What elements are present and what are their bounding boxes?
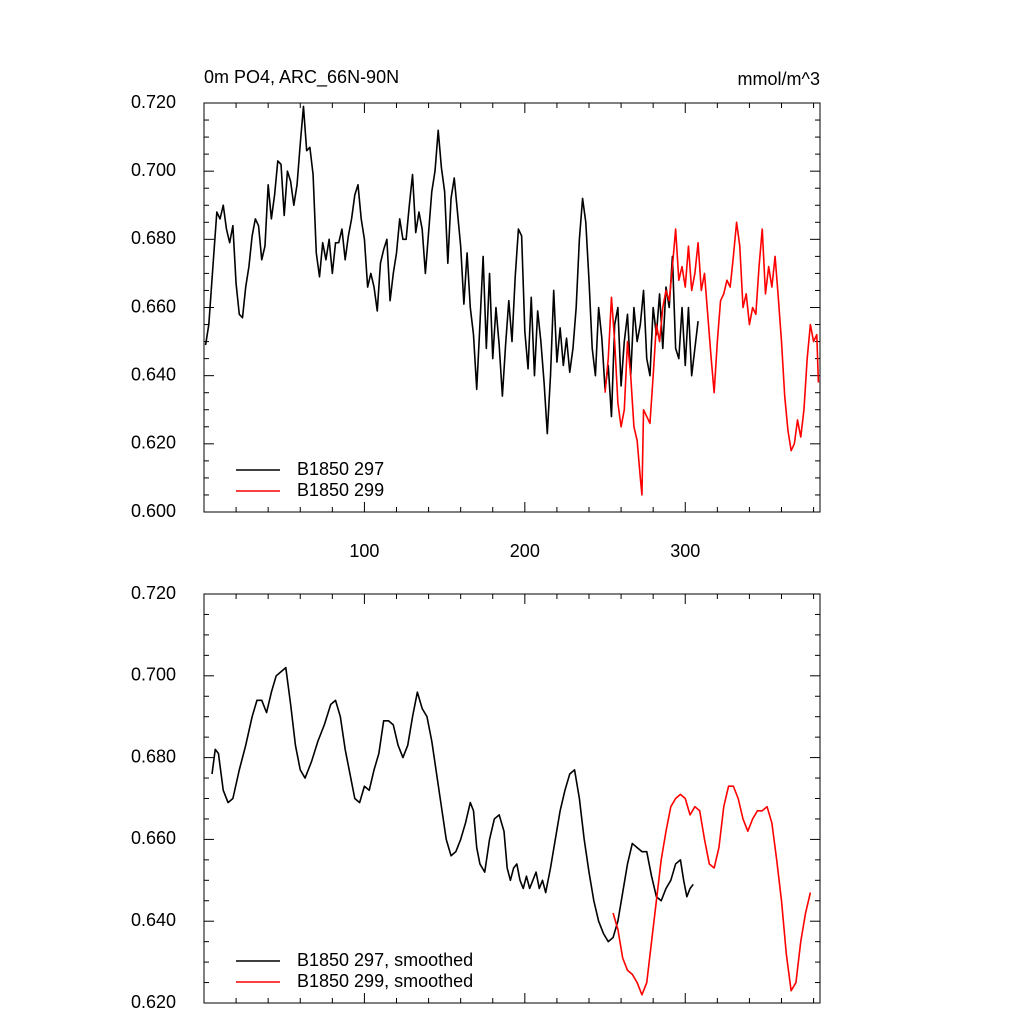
legend-label: B1850 297 bbox=[297, 459, 384, 479]
y-tick-label: 0.600 bbox=[131, 501, 176, 521]
y-tick-label: 0.640 bbox=[131, 910, 176, 930]
y-tick-label: 0.620 bbox=[131, 992, 176, 1012]
legend-label: B1850 299, smoothed bbox=[297, 971, 473, 991]
y-tick-label: 0.660 bbox=[131, 296, 176, 316]
x-tick-label: 200 bbox=[510, 541, 540, 561]
x-tick-label: 100 bbox=[349, 541, 379, 561]
legend-label: B1850 297, smoothed bbox=[297, 950, 473, 970]
y-tick-label: 0.660 bbox=[131, 828, 176, 848]
y-tick-label: 0.700 bbox=[131, 160, 176, 180]
series-line bbox=[612, 785, 812, 996]
plot-frame bbox=[203, 593, 821, 1004]
y-tick-label: 0.720 bbox=[131, 92, 176, 112]
x-tick-label: 300 bbox=[670, 541, 700, 561]
plot-frame bbox=[203, 102, 821, 513]
series-line bbox=[211, 666, 694, 943]
chart-title: 0m PO4, ARC_66N-90N bbox=[204, 67, 399, 88]
y-tick-label: 0.720 bbox=[131, 583, 176, 603]
series-line bbox=[604, 221, 820, 496]
series-line bbox=[204, 105, 699, 435]
y-units: mmol/m^3 bbox=[738, 69, 820, 89]
y-tick-label: 0.680 bbox=[131, 746, 176, 766]
y-tick-label: 0.700 bbox=[131, 665, 176, 685]
legend-label: B1850 299 bbox=[297, 480, 384, 500]
y-tick-label: 0.640 bbox=[131, 364, 176, 384]
y-tick-label: 0.680 bbox=[131, 228, 176, 248]
y-tick-label: 0.620 bbox=[131, 433, 176, 453]
